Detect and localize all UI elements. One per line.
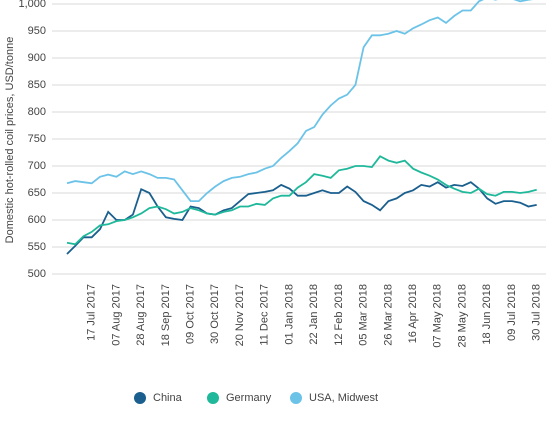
y-tick-label: 950 [28, 25, 46, 37]
legend-swatch [134, 392, 146, 404]
legend-label: Germany [226, 392, 272, 404]
x-tick-label: 20 Nov 2017 [234, 284, 246, 346]
legend-label: China [153, 392, 183, 404]
x-tick-label: 26 Mar 2018 [382, 284, 394, 346]
y-tick-label: 750 [28, 133, 46, 145]
x-tick-label: 18 Sep 2017 [160, 284, 172, 346]
x-tick-label: 09 Jul 2018 [506, 284, 518, 341]
legend-item: USA, Midwest [290, 392, 378, 404]
y-tick-label: 900 [28, 52, 46, 64]
legend-swatch [290, 392, 302, 404]
y-tick-label: 600 [28, 214, 46, 226]
x-tick-label: 05 Mar 2018 [358, 284, 370, 346]
legend-label: USA, Midwest [309, 392, 378, 404]
x-tick-label: 30 Oct 2017 [209, 284, 221, 344]
y-tick-label: 650 [28, 187, 46, 199]
series-line [66, 0, 533, 202]
y-tick-label: 500 [28, 268, 46, 280]
x-tick-label: 07 May 2018 [432, 284, 444, 348]
x-tick-label: 22 Jan 2018 [308, 284, 320, 345]
y-axis-title: Domestic hot-rolled coil prices, USD/ton… [4, 37, 16, 244]
x-tick-label: 28 Aug 2017 [135, 284, 147, 346]
series-line [66, 155, 537, 246]
legend-item: Germany [207, 392, 272, 404]
x-tick-label: 28 May 2018 [456, 284, 468, 348]
series-line [66, 181, 537, 255]
legend-item: China [134, 392, 183, 404]
y-tick-label: 850 [28, 79, 46, 91]
y-tick-label: 1,000 [18, 0, 46, 10]
y-tick-label: 800 [28, 106, 46, 118]
x-tick-label: 30 Jul 2018 [531, 284, 543, 341]
y-tick-label: 550 [28, 241, 46, 253]
y-tick-label: 700 [28, 160, 46, 172]
x-tick-label: 16 Apr 2018 [407, 284, 419, 343]
x-tick-label: 18 Jun 2018 [481, 284, 493, 345]
x-tick-label: 17 Jul 2017 [86, 284, 98, 341]
legend-swatch [207, 392, 219, 404]
x-tick-label: 01 Jan 2018 [283, 284, 295, 345]
x-tick-label: 09 Oct 2017 [185, 284, 197, 344]
x-tick-label: 12 Feb 2018 [333, 284, 345, 346]
x-tick-label: 07 Aug 2017 [110, 284, 122, 346]
x-tick-label: 11 Dec 2017 [259, 284, 271, 346]
